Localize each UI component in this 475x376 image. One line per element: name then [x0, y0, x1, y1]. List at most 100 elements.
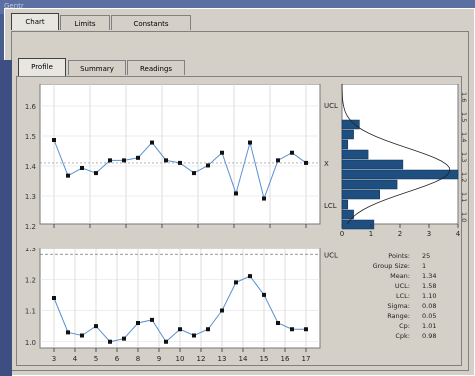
- stat-value: 25: [422, 252, 431, 260]
- mr-data-point: [192, 333, 196, 338]
- mr-x-tick-label: 9: [157, 355, 161, 363]
- histogram-bar: [341, 189, 380, 200]
- stat-row: UCL: 1.58: [340, 282, 462, 291]
- stat-value: 0.98: [422, 332, 437, 340]
- histogram-right-tick-label: 1.0: [460, 212, 468, 222]
- stat-label: Group Size:: [372, 262, 410, 270]
- stat-row: Points: 25: [340, 252, 462, 261]
- mr-x-tick-label: 4: [73, 355, 78, 363]
- stat-row: Cpk: 0.98: [340, 332, 462, 341]
- tab-readings[interactable]: Readings: [127, 60, 185, 75]
- individuals-data-point: [192, 171, 196, 176]
- mr-data-point: [262, 292, 266, 297]
- histogram-bar: [341, 129, 354, 140]
- mr-data-point: [178, 327, 182, 332]
- individuals-y-tick-label: 1.5: [25, 133, 36, 141]
- tab-chart[interactable]: Chart: [11, 13, 59, 30]
- mr-x-tick-label: 10: [176, 355, 185, 363]
- mr-data-point: [304, 327, 308, 332]
- mr-data-point: [248, 274, 252, 279]
- tab-readings-label: Readings: [139, 65, 173, 73]
- stat-value: 1.34: [422, 272, 437, 280]
- histogram-chart: 0 1 2 3 4 1.6 1.5 1.4 1.3 1.2 1.1 1.0: [340, 84, 468, 238]
- mr-data-point: [220, 308, 224, 313]
- histogram-bar: [341, 119, 360, 130]
- mr-data-point: [52, 296, 56, 300]
- histogram-bar: [341, 169, 459, 180]
- stat-label: Mean:: [390, 272, 410, 280]
- stat-value: 0.05: [422, 312, 437, 320]
- mr-data-point: [234, 280, 238, 285]
- mr-x-tick-label: 15: [260, 355, 269, 363]
- histogram-bar: [341, 219, 375, 230]
- mr-y-tick-label: 1.3: [25, 248, 36, 253]
- histogram-bar: [341, 159, 404, 170]
- statistics-panel: Points: 25 Group Size: 1 Mean: 1.34 UCL: 1.58 LC…: [340, 252, 462, 352]
- ucl-label: UCL: [324, 102, 338, 110]
- mr-x-tick-label: 6: [115, 355, 120, 363]
- stat-label: Cp:: [399, 322, 410, 330]
- individuals-data-point: [220, 150, 224, 155]
- tab-profile[interactable]: Profile: [18, 58, 66, 76]
- stat-label: UCL:: [394, 282, 410, 290]
- individuals-data-point: [304, 160, 308, 165]
- tab-limits[interactable]: Limits: [60, 15, 110, 30]
- stat-label: Points:: [388, 252, 410, 260]
- mr-data-point: [150, 317, 154, 322]
- individuals-chart: 1.6 1.5 1.4 1.3 1.2 UCL X LCL: [25, 84, 338, 231]
- tab-limits-label: Limits: [74, 20, 96, 28]
- histogram-x-tick-label: 3: [427, 230, 431, 238]
- individuals-data-point: [262, 196, 266, 201]
- histogram-right-tick-label: 1.4: [460, 132, 468, 142]
- mr-data-point: [80, 333, 84, 338]
- mr-x-tick-label: 5: [94, 355, 98, 363]
- stat-row: Sigma: 0.08: [340, 302, 462, 311]
- histogram-normal-curve: [341, 84, 451, 225]
- histogram-right-tick-label: 1.2: [460, 172, 468, 182]
- mr-data-point: [164, 339, 168, 344]
- mr-x-tick-label: 8: [136, 355, 140, 363]
- mr-x-tick-label: 14: [239, 355, 248, 363]
- tab-summary-label: Summary: [80, 65, 114, 73]
- individuals-data-point: [108, 158, 112, 163]
- mr-y-tick-label: 1.1: [25, 308, 36, 316]
- individuals-data-point: [248, 140, 252, 145]
- individuals-data-point: [178, 160, 182, 165]
- individuals-data-point: [206, 163, 210, 168]
- mr-ucl-label: UCL: [324, 251, 338, 259]
- tab-chart-label: Chart: [25, 18, 45, 26]
- mean-label: X: [324, 160, 329, 168]
- individuals-y-tick-label: 1.2: [25, 223, 36, 231]
- mr-x-tick-label: 16: [281, 355, 290, 363]
- mr-data-point: [276, 321, 280, 325]
- tab-constants-label: Constants: [133, 20, 169, 28]
- histogram-bar: [341, 149, 369, 160]
- mr-data-point: [94, 324, 98, 329]
- mr-x-tick-label: 17: [302, 355, 311, 363]
- stat-value: 1: [422, 262, 427, 270]
- tab-summary[interactable]: Summary: [68, 60, 126, 75]
- histogram-right-tick-label: 1.3: [460, 152, 468, 162]
- histogram-right-tick-label: 1.6: [460, 92, 468, 102]
- histogram-x-tick-label: 2: [398, 230, 402, 238]
- mr-data-point: [136, 321, 140, 325]
- stat-row: LCL: 1.10: [340, 292, 462, 301]
- stat-row: Cp: 1.01: [340, 322, 462, 331]
- histogram-right-tick-label: 1.1: [460, 192, 468, 202]
- individuals-data-point: [80, 166, 84, 170]
- individuals-plot-area: [39, 84, 321, 225]
- mr-data-point: [66, 330, 70, 335]
- individuals-data-point: [52, 138, 56, 142]
- tab-constants[interactable]: Constants: [111, 15, 191, 30]
- histogram-x-tick-label: 1: [369, 230, 373, 238]
- stat-row: Range: 0.05: [340, 312, 462, 321]
- mr-y-tick-label: 1.2: [25, 276, 36, 284]
- stat-value: 1.01: [422, 322, 437, 330]
- individuals-data-point: [136, 155, 140, 160]
- histogram-right-tick-label: 1.5: [460, 112, 468, 122]
- lcl-label: LCL: [324, 202, 337, 210]
- histogram-bar: [341, 209, 354, 220]
- mr-x-tick-label: 13: [218, 355, 227, 363]
- moving-range-chart: 1.3 1.2 1.1 1.0 UCL 3 4 5 6 8 9 10 12 13 14 15 16 17: [25, 248, 338, 363]
- mr-data-point: [122, 336, 126, 341]
